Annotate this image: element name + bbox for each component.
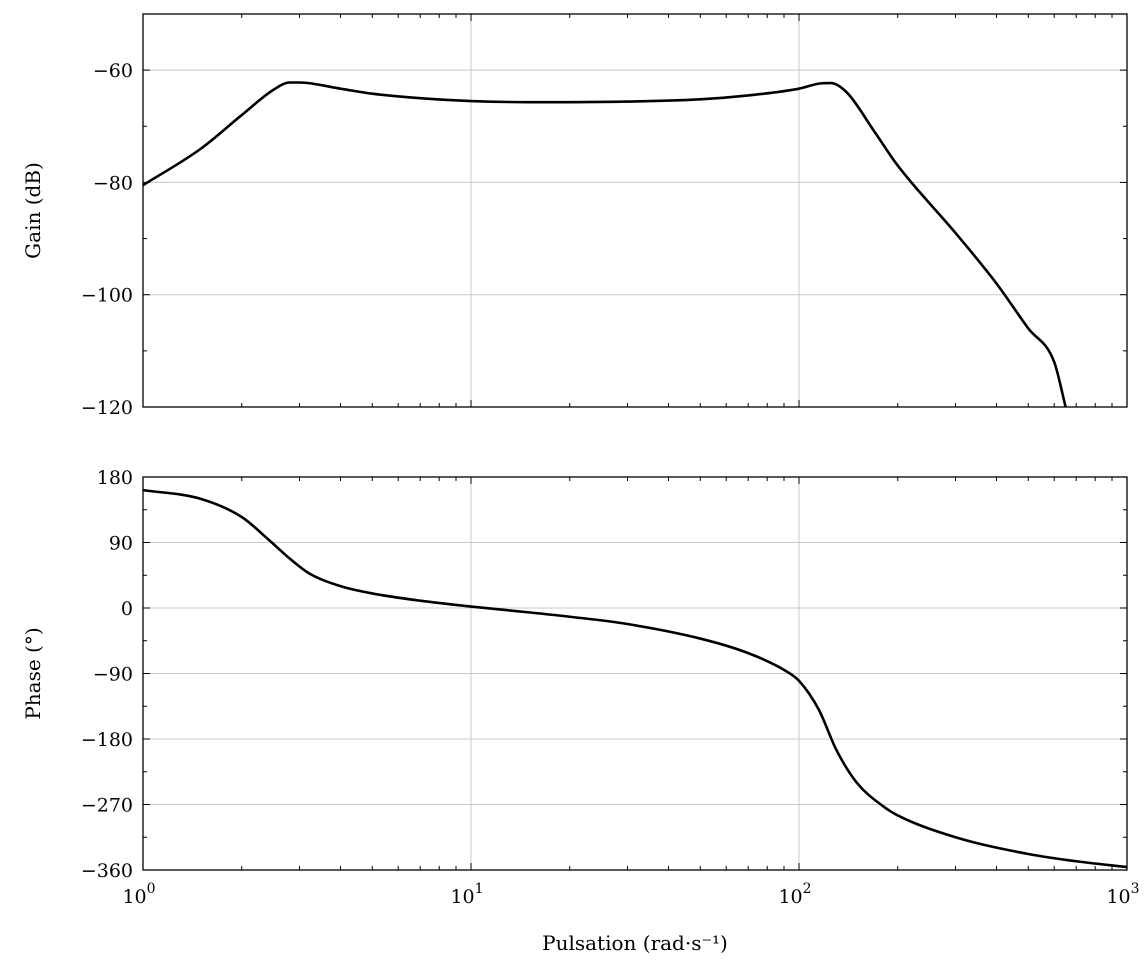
x-tick-label: 101 [450,881,483,908]
x-tick-exponent: 3 [1131,881,1140,897]
phase-y-tick-label: −180 [81,729,133,751]
gain-y-tick-label: −100 [81,285,133,307]
gain-y-tick-label: −120 [81,397,133,419]
gain-plot-frame [142,13,1128,408]
x-tick-label: 103 [1106,881,1139,908]
x-axis-label: Pulsation (rad·s⁻¹) [542,931,728,955]
x-tick-label: 102 [778,881,811,908]
gain-curve [142,81,1067,408]
phase-y-tick-label: 0 [121,598,133,620]
gain-panel: −60 −80 −100 −120 Gain (dB) [21,13,1128,419]
phase-y-tick-label: −270 [81,795,133,817]
phase-curve [142,488,1128,869]
gain-y-tick-label: −60 [93,60,133,82]
phase-y-axis-label: Phase (°) [21,627,45,719]
gain-y-axis-label: Gain (dB) [21,162,45,259]
phase-y-tick-label: 90 [109,533,133,555]
x-tick-exponent: 0 [147,881,156,897]
x-tick-exponent: 2 [803,881,812,897]
phase-y-tick-label: 180 [97,467,133,489]
phase-y-tick-label: −360 [81,860,133,882]
phase-plot-frame [142,476,1128,871]
gain-y-tick-label: −80 [93,172,133,194]
phase-y-tick-label: −90 [93,664,133,686]
x-tick-label: 100 [122,881,155,908]
x-tick-exponent: 1 [475,881,484,897]
